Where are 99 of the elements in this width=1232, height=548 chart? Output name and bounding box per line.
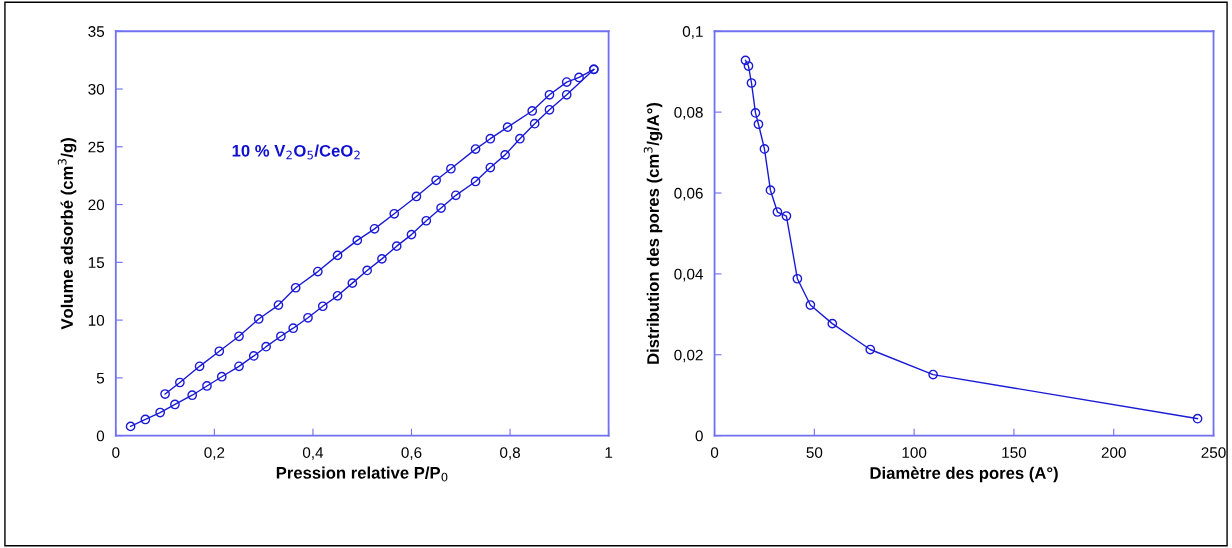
y-tick-label: 0 [695, 430, 703, 442]
point [746, 78, 757, 88]
point [805, 300, 816, 310]
point [214, 346, 225, 357]
x-tick-label: 250 [1201, 447, 1226, 458]
y-tick-label: 5 [96, 372, 105, 384]
x-tick-label: 1 [605, 447, 613, 458]
point [273, 300, 284, 310]
point [772, 207, 783, 217]
point [160, 389, 170, 399]
point [347, 278, 358, 288]
point [470, 176, 481, 187]
y-tick-label: 25 [88, 141, 105, 153]
point [312, 266, 323, 277]
x-tick-label: 100 [902, 447, 927, 458]
y-tick-label: 15 [88, 257, 105, 269]
y-tick-label: 0,04 [674, 268, 703, 282]
point [332, 250, 343, 261]
point [765, 185, 776, 196]
point [470, 144, 481, 154]
x-tick-label: 0,4 [302, 447, 324, 460]
point [781, 211, 792, 221]
point [125, 421, 136, 432]
point [253, 314, 264, 324]
point [406, 229, 417, 240]
point [332, 290, 343, 301]
point [446, 163, 456, 174]
point [502, 122, 513, 133]
point [485, 162, 496, 173]
point [544, 104, 555, 115]
point [431, 175, 441, 186]
point [515, 133, 525, 144]
point [1192, 413, 1203, 424]
point [792, 273, 803, 284]
point [187, 390, 198, 401]
y-tick-label: 30 [88, 83, 105, 95]
y-tick-label: 0,1 [682, 26, 703, 39]
point [369, 223, 380, 234]
point [500, 150, 510, 160]
point [485, 133, 496, 144]
y-tick-label: 35 [88, 26, 105, 37]
point [574, 72, 584, 83]
point [740, 55, 751, 66]
point [303, 312, 313, 323]
point [352, 235, 363, 246]
point [140, 414, 151, 425]
point [234, 361, 244, 372]
point [391, 241, 402, 252]
point [202, 381, 212, 391]
y-tick-label: 10 [88, 314, 105, 326]
point [750, 108, 761, 118]
y-axis-title: Distribution des pores (cm$^{3}$/g/A°) [643, 102, 663, 364]
x-tick-label: 0,2 [204, 447, 225, 460]
x-tick-label: 0 [112, 447, 120, 458]
point [561, 89, 572, 100]
point [759, 144, 770, 154]
point [290, 282, 301, 293]
point [362, 265, 372, 276]
point [248, 351, 259, 361]
point [234, 331, 244, 342]
x-axis-title: Pression relative P/P$_{0}$ [276, 466, 448, 482]
point [450, 190, 461, 201]
x-tick-label: 200 [1101, 447, 1126, 458]
x-tick-label: 50 [806, 447, 823, 458]
x-tick-label: 0 [710, 447, 719, 458]
point [288, 323, 299, 334]
point [170, 399, 180, 410]
annotation: 10 % V$_{2}$O$_{5}$/CeO$_{2}$ [232, 144, 360, 160]
y-tick-label: 0,06 [674, 187, 703, 201]
point [743, 61, 754, 71]
y-axis-title: Volume adsorbé (cm$^{3}$/g) [57, 138, 77, 330]
x-tick-label: 0,6 [401, 447, 422, 460]
y-tick-label: 0,08 [674, 106, 703, 120]
x-axis-title: Diamètre des pores (A°) [870, 466, 1058, 483]
point [421, 215, 432, 226]
x-tick-label: 150 [1002, 447, 1027, 458]
point [411, 191, 422, 202]
point [155, 407, 166, 418]
point [827, 318, 838, 329]
point [753, 119, 764, 130]
point [436, 203, 446, 213]
y-tick-label: 0,02 [674, 349, 703, 363]
point [529, 118, 540, 129]
point [317, 301, 328, 312]
point [261, 341, 271, 352]
point [561, 77, 572, 87]
point [377, 254, 387, 264]
point [865, 344, 876, 355]
y-tick-label: 0 [96, 430, 105, 442]
point [194, 361, 205, 372]
point [544, 89, 555, 100]
point [175, 377, 185, 388]
point [216, 371, 227, 382]
point [389, 208, 400, 219]
point [928, 369, 938, 380]
point [276, 331, 286, 342]
x-tick-label: 0,8 [500, 447, 520, 460]
y-tick-label: 20 [88, 199, 105, 211]
point [527, 106, 538, 116]
